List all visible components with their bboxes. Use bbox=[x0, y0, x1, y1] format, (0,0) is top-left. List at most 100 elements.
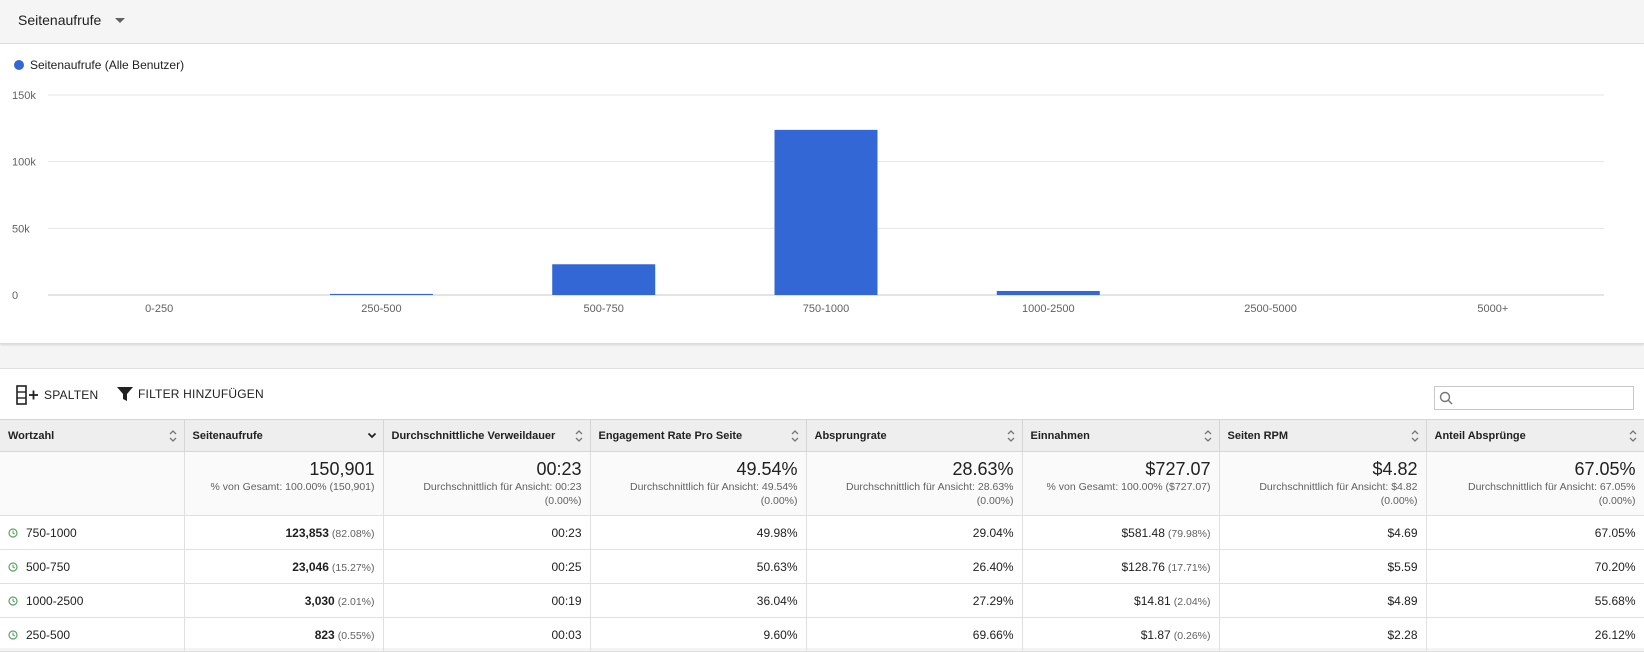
x-tick-label: 2500-5000 bbox=[1244, 303, 1297, 315]
revenue-cell: $581.48 (79.98%) bbox=[1022, 515, 1220, 550]
chart-legend[interactable]: Seitenaufrufe (Alle Benutzer) bbox=[14, 58, 184, 72]
table-row[interactable]: 1000-2500 3,030 (2.01%) 00:19 36.04% 27.29% $1… bbox=[0, 583, 1644, 618]
column-header-0[interactable]: Wortzahl bbox=[0, 419, 185, 452]
x-tick-label: 1000-2500 bbox=[1022, 303, 1075, 315]
column-header-3[interactable]: Engagement Rate Pro Seite bbox=[590, 419, 807, 452]
total-subtext: Durchschnittlich für Ansicht: 67.05% bbox=[1468, 481, 1636, 493]
rpm-cell-value: $5.59 bbox=[1387, 559, 1418, 574]
x-tick-label: 500-750 bbox=[584, 303, 624, 315]
column-header-label: Seitenaufrufe bbox=[192, 429, 263, 442]
y-tick-label: 150k bbox=[12, 90, 36, 102]
views-cell-percent: (15.27%) bbox=[331, 561, 375, 574]
total-value: $727.07 bbox=[1145, 459, 1211, 479]
total-cell: 67.05% Durchschnittlich für Ansicht: 67.0… bbox=[1426, 451, 1644, 516]
total-value: 67.05% bbox=[1574, 459, 1636, 479]
column-header-label: Durchschnittliche Verweildauer bbox=[391, 429, 556, 442]
add-filter-label: FILTER HINZUFÜGEN bbox=[138, 387, 264, 401]
row-dimension-cell[interactable]: 500-750 bbox=[0, 549, 185, 584]
chart-card: Seitenaufrufe (Alle Benutzer) 0 50k 100k 15… bbox=[0, 44, 1644, 344]
row-label: 250-500 bbox=[8, 628, 176, 642]
bounce-cell-value: 27.29% bbox=[972, 593, 1014, 608]
bounce-share-cell: 55.68% bbox=[1426, 583, 1644, 618]
add-filter-button[interactable]: FILTER HINZUFÜGEN bbox=[116, 385, 264, 403]
duration-cell-value: 00:25 bbox=[551, 559, 582, 574]
row-label: 1000-2500 bbox=[8, 594, 176, 608]
total-cell: 150,901 % von Gesamt: 100.00% (150,901) bbox=[184, 451, 384, 516]
revenue-cell-percent: (17.71%) bbox=[1167, 561, 1211, 574]
column-header-6[interactable]: Seiten RPM bbox=[1219, 419, 1427, 452]
row-dimension-cell[interactable]: 750-1000 bbox=[0, 515, 185, 550]
clock-icon bbox=[8, 595, 18, 606]
columns-button[interactable]: SPALTEN bbox=[16, 385, 98, 405]
sort-icon[interactable] bbox=[790, 429, 800, 443]
bounce-share-cell: 67.05% bbox=[1426, 515, 1644, 550]
total-cell: 28.63% Durchschnittlich für Ansicht: 28.6… bbox=[806, 451, 1023, 516]
column-header-1[interactable]: Seitenaufrufe bbox=[184, 419, 384, 452]
engagement-cell-value: 49.98% bbox=[756, 525, 798, 540]
search-input[interactable] bbox=[1457, 389, 1629, 407]
revenue-cell: $14.81 (2.04%) bbox=[1022, 583, 1220, 618]
table-row[interactable]: 750-1000 123,853 (82.08%) 00:23 49.98% 29.04%… bbox=[0, 515, 1644, 550]
bounce-cell: 69.66% bbox=[806, 617, 1023, 652]
filter-icon bbox=[117, 387, 133, 401]
engagement-cell: 49.98% bbox=[590, 515, 807, 550]
bounce-cell-value: 69.66% bbox=[972, 627, 1014, 642]
row-dimension-cell[interactable]: 1000-2500 bbox=[0, 583, 185, 618]
engagement-cell: 9.60% bbox=[590, 617, 807, 652]
engagement-cell-value: 36.04% bbox=[756, 593, 798, 608]
views-cell: 3,030 (2.01%) bbox=[184, 583, 384, 618]
sort-icon[interactable] bbox=[1203, 429, 1213, 443]
sort-icon[interactable] bbox=[1628, 429, 1638, 443]
total-subtext: Durchschnittlich für Ansicht: $4.82 bbox=[1259, 481, 1418, 493]
clock-icon bbox=[8, 629, 18, 640]
total-subtext-pct: (0.00%) bbox=[976, 495, 1014, 507]
column-header-7[interactable]: Anteil Absprünge bbox=[1426, 419, 1644, 452]
bar-250-500[interactable] bbox=[329, 293, 433, 295]
bounce-cell: 27.29% bbox=[806, 583, 1023, 618]
table-search[interactable] bbox=[1434, 386, 1634, 410]
column-header-label: Absprungrate bbox=[814, 429, 887, 442]
engagement-cell: 50.63% bbox=[590, 549, 807, 584]
bar-750-1000[interactable] bbox=[774, 129, 878, 295]
sort-icon[interactable] bbox=[168, 429, 178, 443]
column-header-2[interactable]: Durchschnittliche Verweildauer bbox=[383, 419, 591, 452]
column-header-label: Seiten RPM bbox=[1227, 429, 1289, 442]
column-header-label: Anteil Absprünge bbox=[1434, 429, 1526, 442]
total-cell: 00:23 Durchschnittlich für Ansicht: 00:23… bbox=[383, 451, 591, 516]
row-dimension-cell[interactable]: 250-500 bbox=[0, 617, 185, 652]
rpm-cell-value: $4.69 bbox=[1387, 525, 1418, 540]
revenue-cell-value: $14.81 bbox=[1134, 593, 1171, 608]
column-header-5[interactable]: Einnahmen bbox=[1022, 419, 1220, 452]
clock-icon bbox=[8, 561, 18, 572]
sort-icon[interactable] bbox=[574, 429, 584, 443]
table-row[interactable]: 500-750 23,046 (15.27%) 00:25 50.63% 26.40% $1… bbox=[0, 549, 1644, 584]
sort-desc-icon[interactable] bbox=[367, 429, 377, 443]
engagement-cell-value: 9.60% bbox=[763, 627, 798, 642]
row-label-text: 500-750 bbox=[26, 559, 71, 574]
row-label-text: 750-1000 bbox=[26, 525, 77, 540]
metric-bar: Seitenaufrufe bbox=[0, 0, 1644, 44]
table-row[interactable]: 250-500 823 (0.55%) 00:03 9.60% 69.66% $1.87 (0… bbox=[0, 617, 1644, 652]
views-cell-value: 23,046 bbox=[292, 559, 329, 574]
row-label-text: 1000-2500 bbox=[26, 593, 84, 608]
bar-1000-2500[interactable] bbox=[996, 290, 1100, 295]
rpm-cell: $2.28 bbox=[1219, 617, 1427, 652]
bar-chart: 0 50k 100k 150k 0-250 250-500 500-750 750-1000 1… bbox=[12, 90, 1604, 315]
engagement-cell-value: 50.63% bbox=[756, 559, 798, 574]
column-header-4[interactable]: Absprungrate bbox=[806, 419, 1023, 452]
metric-dropdown[interactable]: Seitenaufrufe bbox=[18, 12, 126, 28]
table-header-row: Wortzahl Seitenaufrufe Durchschnittliche V… bbox=[0, 419, 1644, 452]
sort-icon[interactable] bbox=[1410, 429, 1420, 443]
bounce-share-cell-value: 55.68% bbox=[1594, 593, 1636, 608]
x-tick-label: 5000+ bbox=[1477, 303, 1508, 315]
table-card: SPALTEN FILTER HINZUFÜGEN Wortzahl Seiten… bbox=[0, 368, 1644, 652]
revenue-cell: $1.87 (0.26%) bbox=[1022, 617, 1220, 652]
sort-icon[interactable] bbox=[1006, 429, 1016, 443]
bounce-share-cell: 70.20% bbox=[1426, 549, 1644, 584]
bar-500-750[interactable] bbox=[552, 264, 656, 295]
total-cell: $4.82 Durchschnittlich für Ansicht: $4.82… bbox=[1219, 451, 1427, 516]
x-tick-label: 750-1000 bbox=[803, 303, 850, 315]
total-subtext: Durchschnittlich für Ansicht: 49.54% bbox=[630, 481, 798, 493]
clock-icon bbox=[8, 527, 18, 538]
data-table: Wortzahl Seitenaufrufe Durchschnittliche V… bbox=[0, 419, 1644, 652]
